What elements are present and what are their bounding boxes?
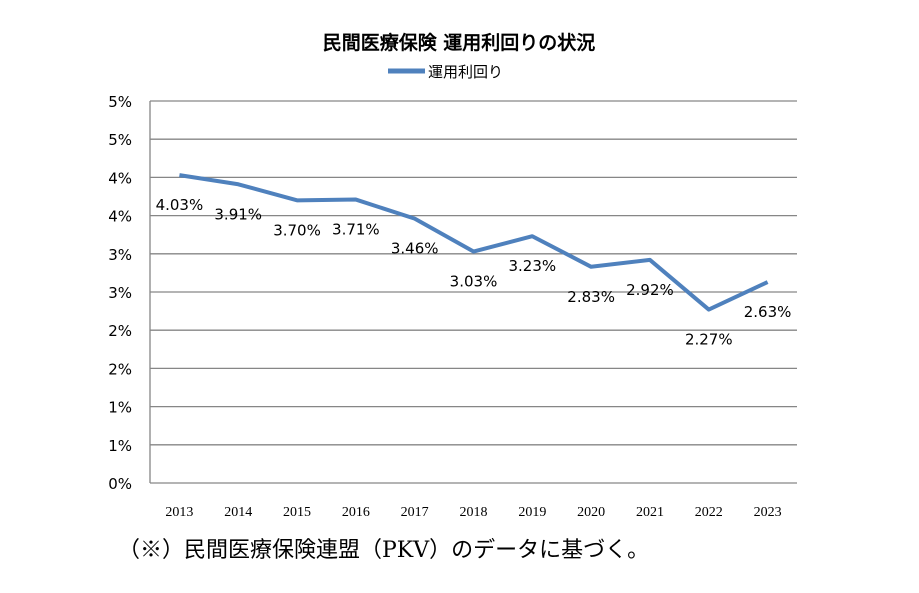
x-tick-label: 2015 bbox=[283, 505, 311, 520]
legend: 運用利回り bbox=[388, 63, 503, 81]
series-line bbox=[179, 173, 769, 312]
y-tick-label: 0% bbox=[108, 475, 132, 493]
data-label: 3.03% bbox=[450, 273, 498, 291]
data-label: 3.91% bbox=[214, 205, 262, 223]
x-tick-label: 2014 bbox=[224, 505, 252, 520]
data-label: 4.03% bbox=[156, 196, 204, 214]
x-tick-label: 2019 bbox=[518, 505, 546, 520]
source-footnote: （※）民間医療保険連盟（PKV）のデータに基づく。 bbox=[118, 538, 650, 563]
data-label: 2.27% bbox=[685, 331, 733, 349]
data-label: 3.23% bbox=[508, 257, 556, 275]
data-label: 2.63% bbox=[744, 303, 792, 321]
x-tick-label: 2023 bbox=[754, 505, 782, 520]
x-tick-label: 2013 bbox=[165, 505, 193, 520]
x-tick-label: 2018 bbox=[460, 505, 488, 520]
y-tick-label: 2% bbox=[108, 360, 132, 378]
y-tick-label: 3% bbox=[108, 284, 132, 302]
y-tick-label: 5% bbox=[108, 131, 132, 149]
chart-title: 民間医療保険 運用利回りの状況 bbox=[323, 31, 596, 54]
data-label: 3.71% bbox=[332, 221, 380, 239]
y-tick-label: 1% bbox=[108, 399, 132, 417]
y-tick-label: 4% bbox=[108, 208, 132, 226]
data-label: 3.70% bbox=[273, 221, 321, 239]
x-tick-label: 2022 bbox=[695, 505, 723, 520]
x-tick-label: 2020 bbox=[577, 505, 605, 520]
legend-label: 運用利回り bbox=[428, 63, 503, 81]
data-label: 2.92% bbox=[626, 281, 674, 299]
data-label: 2.83% bbox=[567, 288, 615, 306]
data-label: 3.46% bbox=[391, 240, 439, 258]
y-tick-label: 2% bbox=[108, 322, 132, 340]
x-tick-label: 2016 bbox=[342, 505, 370, 520]
x-tick-label: 2017 bbox=[401, 505, 429, 520]
y-tick-label: 3% bbox=[108, 246, 132, 264]
x-tick-label: 2021 bbox=[636, 505, 664, 520]
y-tick-label: 5% bbox=[108, 93, 132, 111]
y-tick-label: 4% bbox=[108, 169, 132, 187]
y-tick-label: 1% bbox=[108, 437, 132, 455]
